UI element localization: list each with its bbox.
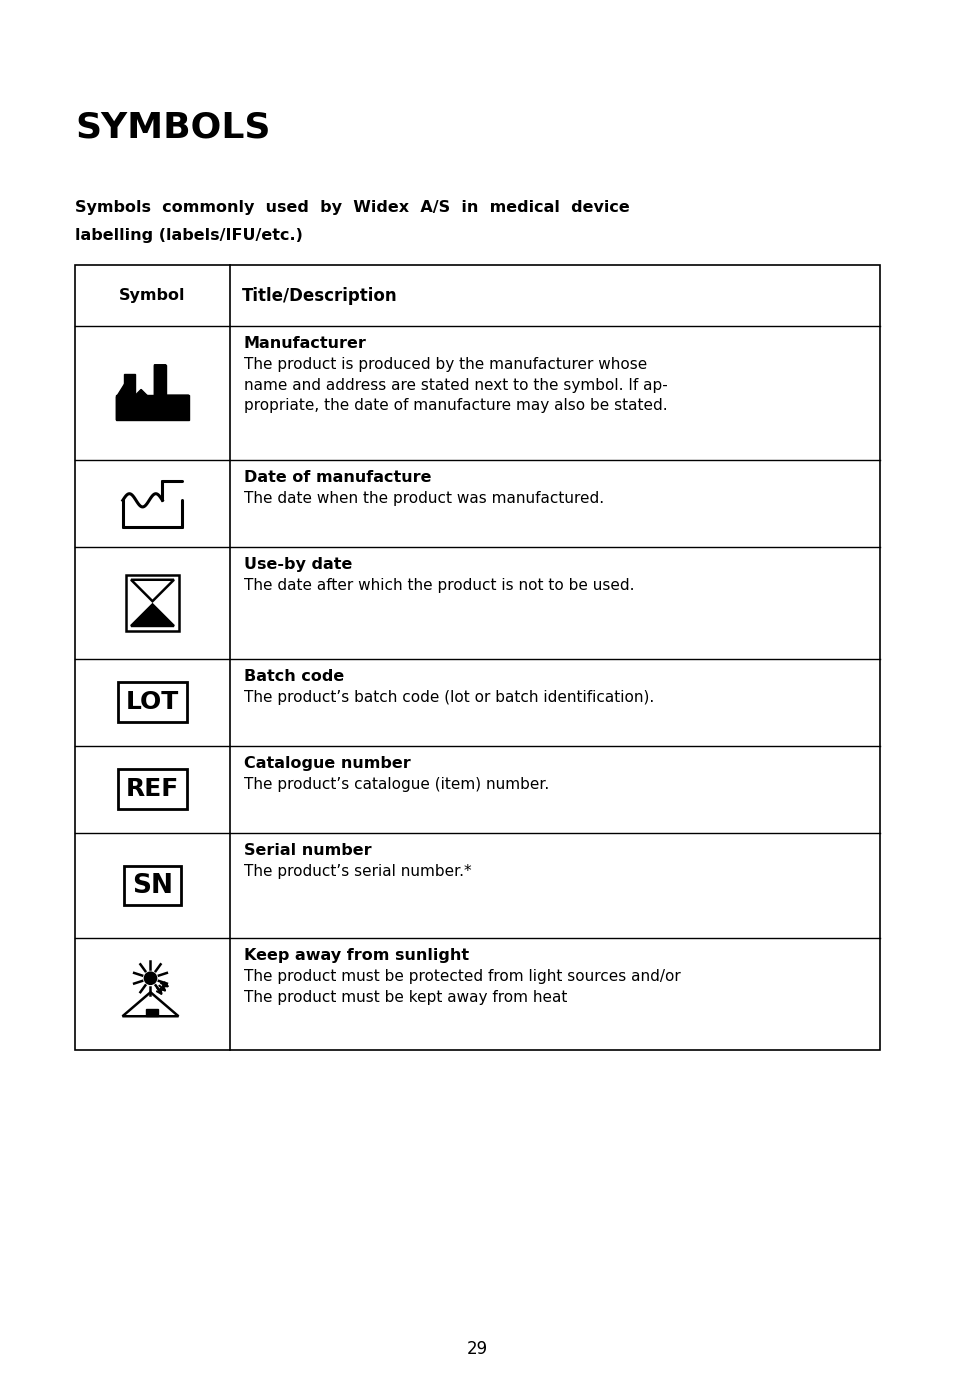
Bar	[147, 1008, 158, 1017]
Polygon shape	[131, 604, 173, 626]
Text: The product is produced by the manufacturer whose
name and address are stated ne: The product is produced by the manufactu…	[244, 357, 667, 413]
Text: Catalogue number: Catalogue number	[244, 756, 411, 771]
Text: Batch code: Batch code	[244, 668, 344, 683]
Text: The date when the product was manufactured.: The date when the product was manufactur…	[244, 492, 603, 506]
Text: Date of manufacture: Date of manufacture	[244, 469, 431, 485]
Text: LOT: LOT	[126, 690, 179, 714]
Text: Symbols  commonly  used  by  Widex  A/S  in  medical  device: Symbols commonly used by Widex A/S in me…	[75, 200, 629, 215]
Polygon shape	[116, 365, 189, 419]
Bar	[124, 865, 180, 906]
Bar	[118, 770, 187, 808]
Text: The date after which the product is not to be used.: The date after which the product is not …	[244, 578, 634, 593]
Text: The product’s serial number.*: The product’s serial number.*	[244, 864, 471, 879]
Text: Title/Description: Title/Description	[242, 286, 397, 304]
Bar	[118, 682, 187, 722]
Text: Manufacturer: Manufacturer	[244, 336, 367, 351]
Text: REF: REF	[126, 776, 179, 801]
Text: Keep away from sunlight: Keep away from sunlight	[244, 949, 469, 964]
Text: Use-by date: Use-by date	[244, 557, 352, 572]
Polygon shape	[116, 365, 189, 419]
Bar	[75, 265, 879, 1050]
Text: SYMBOLS: SYMBOLS	[75, 110, 271, 144]
Polygon shape	[131, 579, 173, 601]
Text: The product’s batch code (lot or batch identification).: The product’s batch code (lot or batch i…	[244, 689, 654, 704]
Bar	[126, 575, 179, 631]
Text: Serial number: Serial number	[244, 843, 372, 857]
Text: The product must be protected from light sources and/or
The product must be kept: The product must be protected from light…	[244, 970, 680, 1004]
Text: labelling (labels/IFU/etc.): labelling (labels/IFU/etc.)	[75, 228, 302, 243]
Text: Symbol: Symbol	[119, 288, 186, 303]
Text: 29: 29	[466, 1340, 487, 1358]
Circle shape	[144, 972, 156, 985]
Text: The product’s catalogue (item) number.: The product’s catalogue (item) number.	[244, 776, 549, 792]
Text: SN: SN	[132, 872, 172, 899]
